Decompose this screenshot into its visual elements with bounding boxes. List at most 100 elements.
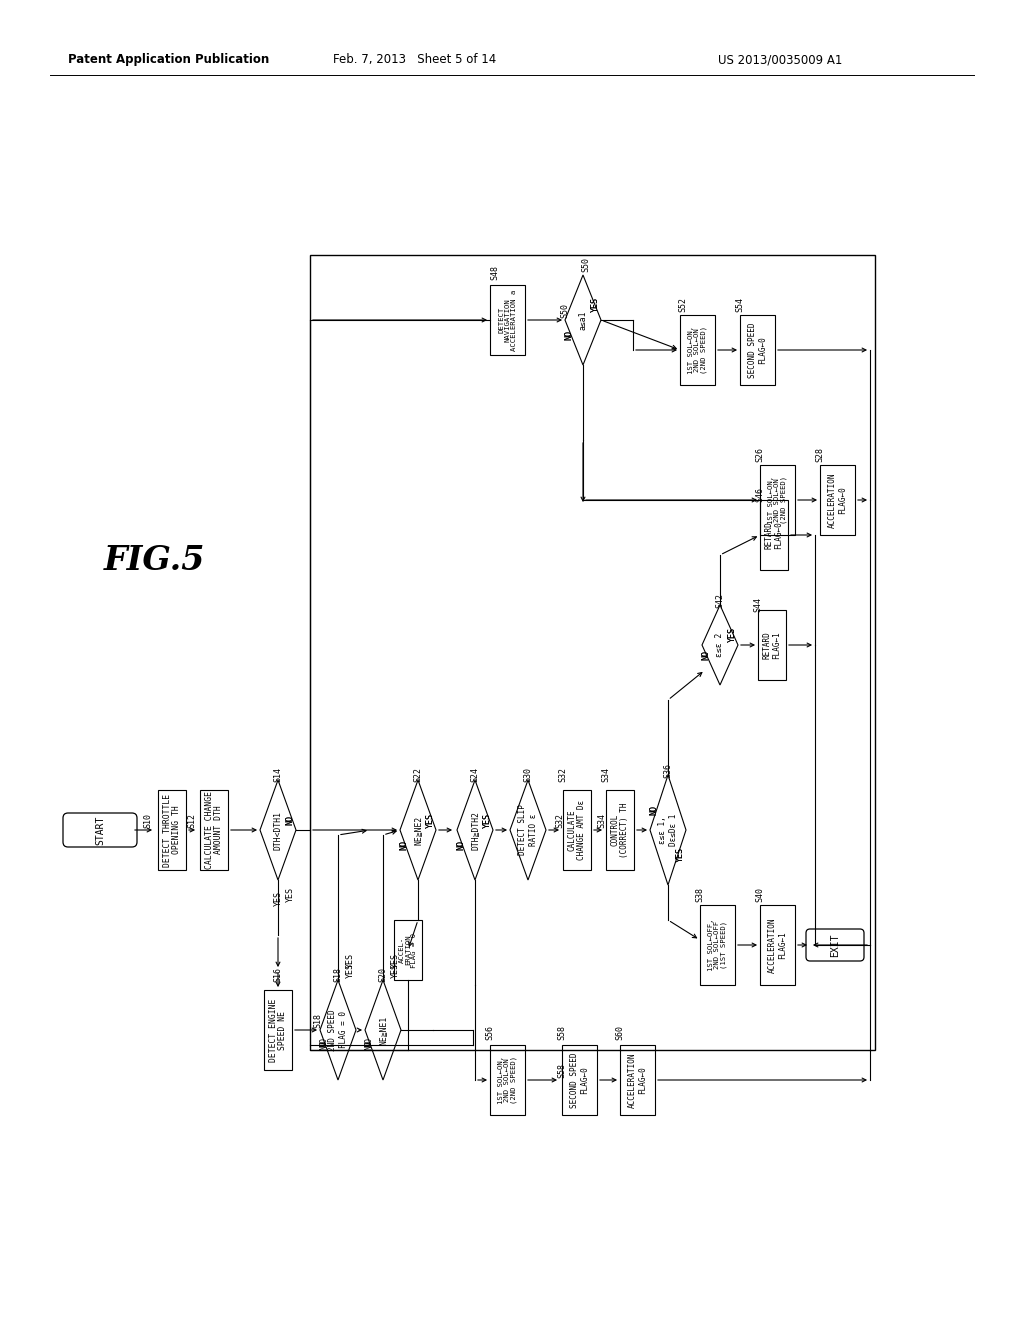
- Text: START: START: [95, 816, 105, 845]
- Text: DETECT ENGINE
SPEED NE: DETECT ENGINE SPEED NE: [268, 998, 288, 1061]
- Text: NO: NO: [457, 840, 466, 850]
- Text: DETECT SLIP
RATIO ε: DETECT SLIP RATIO ε: [518, 805, 538, 855]
- Text: S42: S42: [716, 593, 725, 607]
- Bar: [490, 1045, 525, 1115]
- Text: SECOND SPEED
FLAG←0: SECOND SPEED FLAG←0: [749, 322, 767, 378]
- Text: 1ST SOL←ON,
2ND SOL←ON
(2ND SPEED): 1ST SOL←ON, 2ND SOL←ON (2ND SPEED): [688, 326, 708, 374]
- Text: S24: S24: [470, 767, 479, 783]
- Text: S40: S40: [756, 887, 765, 903]
- Bar: [394, 920, 422, 979]
- Bar: [310, 255, 874, 1049]
- Text: S20: S20: [379, 968, 387, 982]
- Text: US 2013/0035009 A1: US 2013/0035009 A1: [718, 54, 843, 66]
- Text: S34: S34: [601, 767, 610, 783]
- Text: YES: YES: [273, 891, 283, 906]
- Text: YES: YES: [390, 962, 399, 978]
- Text: S18: S18: [313, 1012, 323, 1027]
- Text: S22: S22: [414, 767, 423, 783]
- Text: ACCELERATION
FLAG←0: ACCELERATION FLAG←0: [628, 1052, 647, 1107]
- Text: FIG.5: FIG.5: [104, 544, 206, 577]
- Text: DETECT
NAVIGATION
ACCELERATION a: DETECT NAVIGATION ACCELERATION a: [498, 289, 517, 351]
- Text: S54: S54: [735, 297, 744, 313]
- Text: NO: NO: [365, 1040, 374, 1049]
- Text: YES: YES: [482, 813, 492, 828]
- Bar: [760, 906, 795, 985]
- Text: 1ST SOL←ON,
2ND SOL←ON
(2ND SPEED): 1ST SOL←ON, 2ND SOL←ON (2ND SPEED): [498, 1056, 517, 1104]
- Text: YES: YES: [676, 847, 684, 862]
- Text: DETECT THROTTLE
OPENING TH: DETECT THROTTLE OPENING TH: [163, 793, 181, 866]
- Bar: [490, 285, 525, 355]
- Text: YES: YES: [482, 813, 492, 828]
- Bar: [760, 500, 788, 570]
- Text: YES: YES: [426, 813, 434, 828]
- Text: YES: YES: [727, 627, 736, 643]
- Text: DTH<DTH1: DTH<DTH1: [273, 810, 283, 850]
- Text: YES: YES: [727, 627, 736, 643]
- Text: YES: YES: [591, 297, 599, 313]
- Bar: [158, 789, 186, 870]
- Text: S44: S44: [754, 598, 763, 612]
- Text: S58: S58: [557, 1063, 566, 1077]
- Text: NO: NO: [399, 840, 409, 850]
- Text: S26: S26: [756, 447, 765, 462]
- Text: NO: NO: [649, 805, 658, 814]
- Text: DTH≧DTH2: DTH≧DTH2: [470, 810, 479, 850]
- Text: S14: S14: [273, 767, 283, 783]
- Text: YES: YES: [286, 887, 295, 903]
- Text: CALCULATE CHANGE
AMOUNT DTH: CALCULATE CHANGE AMOUNT DTH: [205, 791, 223, 869]
- Bar: [264, 990, 292, 1071]
- Text: 2ND SPEED
FLAG = 0: 2ND SPEED FLAG = 0: [329, 1010, 348, 1051]
- Text: YES: YES: [676, 847, 684, 862]
- Bar: [562, 1045, 597, 1115]
- Text: S10: S10: [143, 813, 153, 828]
- Text: ACCELERATION
FLAG←0: ACCELERATION FLAG←0: [828, 473, 847, 528]
- Text: ACCELERATION
FLAG←1: ACCELERATION FLAG←1: [768, 917, 786, 973]
- Text: NO: NO: [564, 330, 573, 341]
- Text: YES: YES: [345, 953, 354, 968]
- Text: NO: NO: [286, 814, 295, 825]
- Text: NO: NO: [649, 805, 658, 814]
- Text: YES: YES: [591, 297, 599, 313]
- Bar: [563, 789, 591, 870]
- Text: NO: NO: [319, 1038, 329, 1047]
- Text: S30: S30: [523, 767, 532, 783]
- Text: NO: NO: [365, 1038, 374, 1047]
- Text: S36: S36: [664, 763, 673, 777]
- Text: NO: NO: [701, 649, 711, 660]
- Text: S48: S48: [490, 264, 500, 280]
- Text: ACCEL-
ERATION
FLAG = 0: ACCEL- ERATION FLAG = 0: [398, 932, 418, 968]
- Text: S12: S12: [187, 813, 197, 828]
- Text: S32: S32: [555, 813, 564, 828]
- Text: S32: S32: [558, 767, 567, 783]
- Text: YES: YES: [345, 962, 354, 978]
- Text: S52: S52: [679, 297, 687, 313]
- Bar: [740, 315, 775, 385]
- Text: NE≧NE1: NE≧NE1: [379, 1015, 387, 1044]
- Text: RETARD
FLAG←1: RETARD FLAG←1: [763, 631, 781, 659]
- Text: RETARD
FLAG←0: RETARD FLAG←0: [765, 521, 783, 549]
- Bar: [680, 315, 715, 385]
- Text: YES: YES: [390, 953, 399, 968]
- Bar: [758, 610, 786, 680]
- Text: S46: S46: [756, 487, 765, 503]
- Text: NO: NO: [319, 1040, 329, 1049]
- Text: NO: NO: [399, 840, 409, 850]
- Text: NO: NO: [457, 840, 466, 850]
- Text: YES: YES: [426, 813, 434, 828]
- Text: S28: S28: [815, 447, 824, 462]
- Text: S50: S50: [560, 302, 569, 318]
- Text: 1ST SOL←OFF,
2ND SOL←OFF
(1ST SPEED): 1ST SOL←OFF, 2ND SOL←OFF (1ST SPEED): [708, 919, 727, 972]
- Bar: [700, 906, 735, 985]
- Bar: [620, 1045, 655, 1115]
- Text: S16: S16: [273, 968, 283, 982]
- Text: ε≤ε 1,
Dε≤Dε 1: ε≤ε 1, Dε≤Dε 1: [658, 814, 678, 846]
- Text: ε≤ε 2: ε≤ε 2: [716, 632, 725, 657]
- Text: NO: NO: [701, 649, 711, 660]
- Bar: [200, 789, 228, 870]
- Text: NO: NO: [564, 330, 573, 341]
- Text: 1ST SOL←ON,
2ND SOL←ON
(2ND SPEED): 1ST SOL←ON, 2ND SOL←ON (2ND SPEED): [768, 477, 787, 524]
- Bar: [760, 465, 795, 535]
- Text: S18: S18: [334, 968, 342, 982]
- Text: EXIT: EXIT: [830, 933, 840, 957]
- Text: S58: S58: [557, 1024, 566, 1040]
